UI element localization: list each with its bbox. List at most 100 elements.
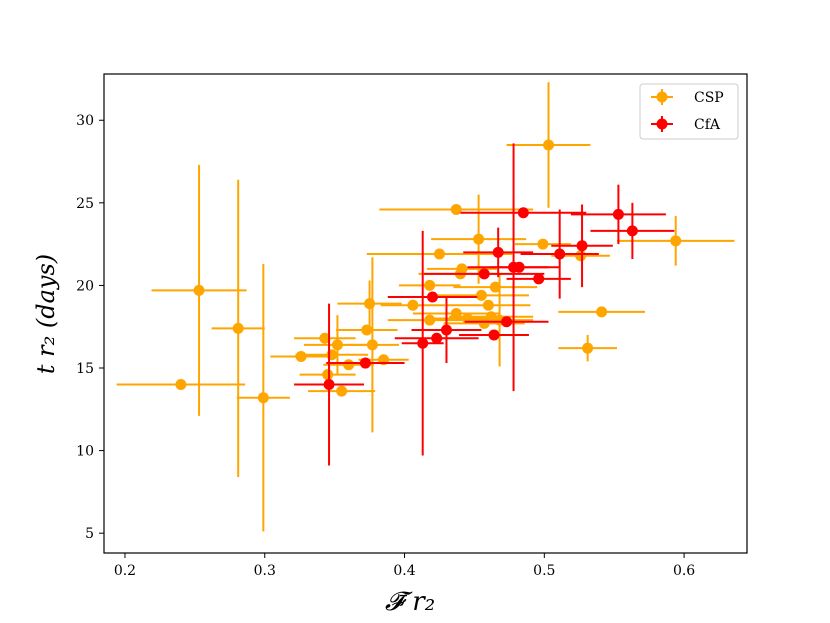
data-point-cfa: [570, 184, 666, 245]
y-tick-label: 20: [76, 278, 94, 294]
data-marker: [331, 339, 343, 351]
data-point-csp: [380, 299, 446, 311]
data-marker: [489, 281, 501, 293]
data-point-csp: [558, 306, 645, 318]
data-marker: [417, 337, 429, 349]
data-marker: [323, 379, 335, 391]
data-marker: [193, 284, 205, 296]
data-point-cfa: [424, 268, 545, 280]
data-marker: [295, 350, 307, 362]
x-tick-label: 0.6: [673, 563, 695, 579]
series-cfa: [294, 143, 675, 466]
data-point-cfa: [411, 296, 482, 364]
y-tick-label: 30: [76, 113, 94, 129]
data-point-cfa: [464, 316, 549, 328]
data-point-csp: [236, 263, 290, 532]
data-marker: [473, 233, 485, 245]
y-axis-ticks: 5 10 15 20 25 30: [76, 113, 104, 542]
data-point-csp: [294, 332, 356, 344]
data-marker: [322, 369, 334, 381]
data-marker: [456, 263, 468, 275]
legend-cfa-label: CfA: [694, 117, 721, 133]
y-tick-label: 25: [76, 196, 94, 212]
data-marker: [517, 207, 529, 219]
series-csp: [116, 82, 735, 532]
data-point-csp: [617, 216, 735, 266]
data-point-cfa: [387, 291, 478, 303]
x-tick-label: 0.4: [393, 563, 415, 579]
data-marker: [478, 268, 490, 280]
data-marker: [513, 261, 525, 273]
data-point-csp: [398, 279, 461, 291]
data-point-csp: [431, 194, 527, 284]
x-tick-label: 0.3: [254, 563, 276, 579]
data-point-csp: [308, 385, 376, 397]
data-marker: [596, 306, 608, 318]
data-point-csp: [299, 369, 356, 381]
data-marker: [326, 349, 338, 361]
data-point-csp: [387, 314, 472, 326]
data-point-cfa: [590, 202, 675, 259]
y-tick-label: 15: [76, 361, 94, 377]
data-marker: [450, 203, 462, 215]
data-marker: [488, 329, 500, 341]
data-marker: [554, 248, 566, 260]
data-marker: [426, 291, 438, 303]
data-marker: [501, 316, 513, 328]
data-marker: [543, 139, 555, 151]
data-marker: [433, 248, 445, 260]
legend-item-csp: CSP: [651, 89, 724, 106]
data-marker: [343, 359, 355, 371]
data-marker: [431, 332, 443, 344]
data-point-csp: [336, 324, 398, 336]
data-point-csp: [211, 179, 265, 478]
data-marker: [175, 379, 187, 391]
data-marker: [257, 392, 269, 404]
x-axis-label-text: 𝓕̄ r₂: [385, 587, 435, 617]
data-point-cfa: [489, 261, 549, 273]
data-marker: [533, 273, 545, 285]
y-axis-label: t r₂ (days): [32, 254, 60, 374]
data-point-csp: [446, 299, 531, 311]
data-point-csp: [379, 203, 534, 215]
data-point-csp: [345, 257, 399, 433]
data-point-csp: [558, 334, 618, 362]
legend-item-cfa: CfA: [651, 116, 721, 133]
data-marker: [482, 299, 494, 311]
data-marker: [232, 322, 244, 334]
data-point-csp: [514, 238, 571, 250]
data-point-cfa: [520, 209, 599, 299]
data-point-csp: [366, 248, 513, 260]
data-marker: [475, 289, 487, 301]
data-marker: [336, 385, 348, 397]
x-axis-label: 𝓕̄ r₂: [385, 587, 435, 617]
y-axis-label-text: t r₂ (days): [32, 254, 60, 374]
data-marker: [359, 357, 371, 369]
data-marker: [319, 332, 331, 344]
plot-area: [103, 73, 748, 554]
legend-csp-label: CSP: [694, 90, 724, 106]
data-marker: [424, 314, 436, 326]
x-tick-label: 0.5: [533, 563, 555, 579]
data-marker: [492, 246, 504, 258]
data-point-cfa: [294, 303, 364, 466]
data-point-csp: [270, 350, 332, 362]
data-marker: [361, 324, 373, 336]
x-axis-ticks: 0.2 0.3 0.4 0.5 0.6: [114, 553, 695, 579]
data-point-cfa: [326, 357, 405, 369]
y-tick-label: 5: [85, 526, 94, 542]
data-marker: [626, 225, 638, 237]
data-point-cfa: [459, 329, 529, 341]
data-point-cfa: [460, 207, 587, 219]
data-point-csp: [453, 281, 538, 293]
data-marker: [670, 235, 682, 247]
data-point-cfa: [551, 204, 613, 288]
legend: CSP CfA: [639, 83, 739, 140]
data-point-csp: [506, 82, 591, 208]
data-marker: [537, 238, 549, 250]
data-point-csp: [116, 379, 246, 391]
data-marker: [582, 342, 594, 354]
data-point-csp: [151, 164, 247, 416]
data-marker: [612, 208, 624, 220]
